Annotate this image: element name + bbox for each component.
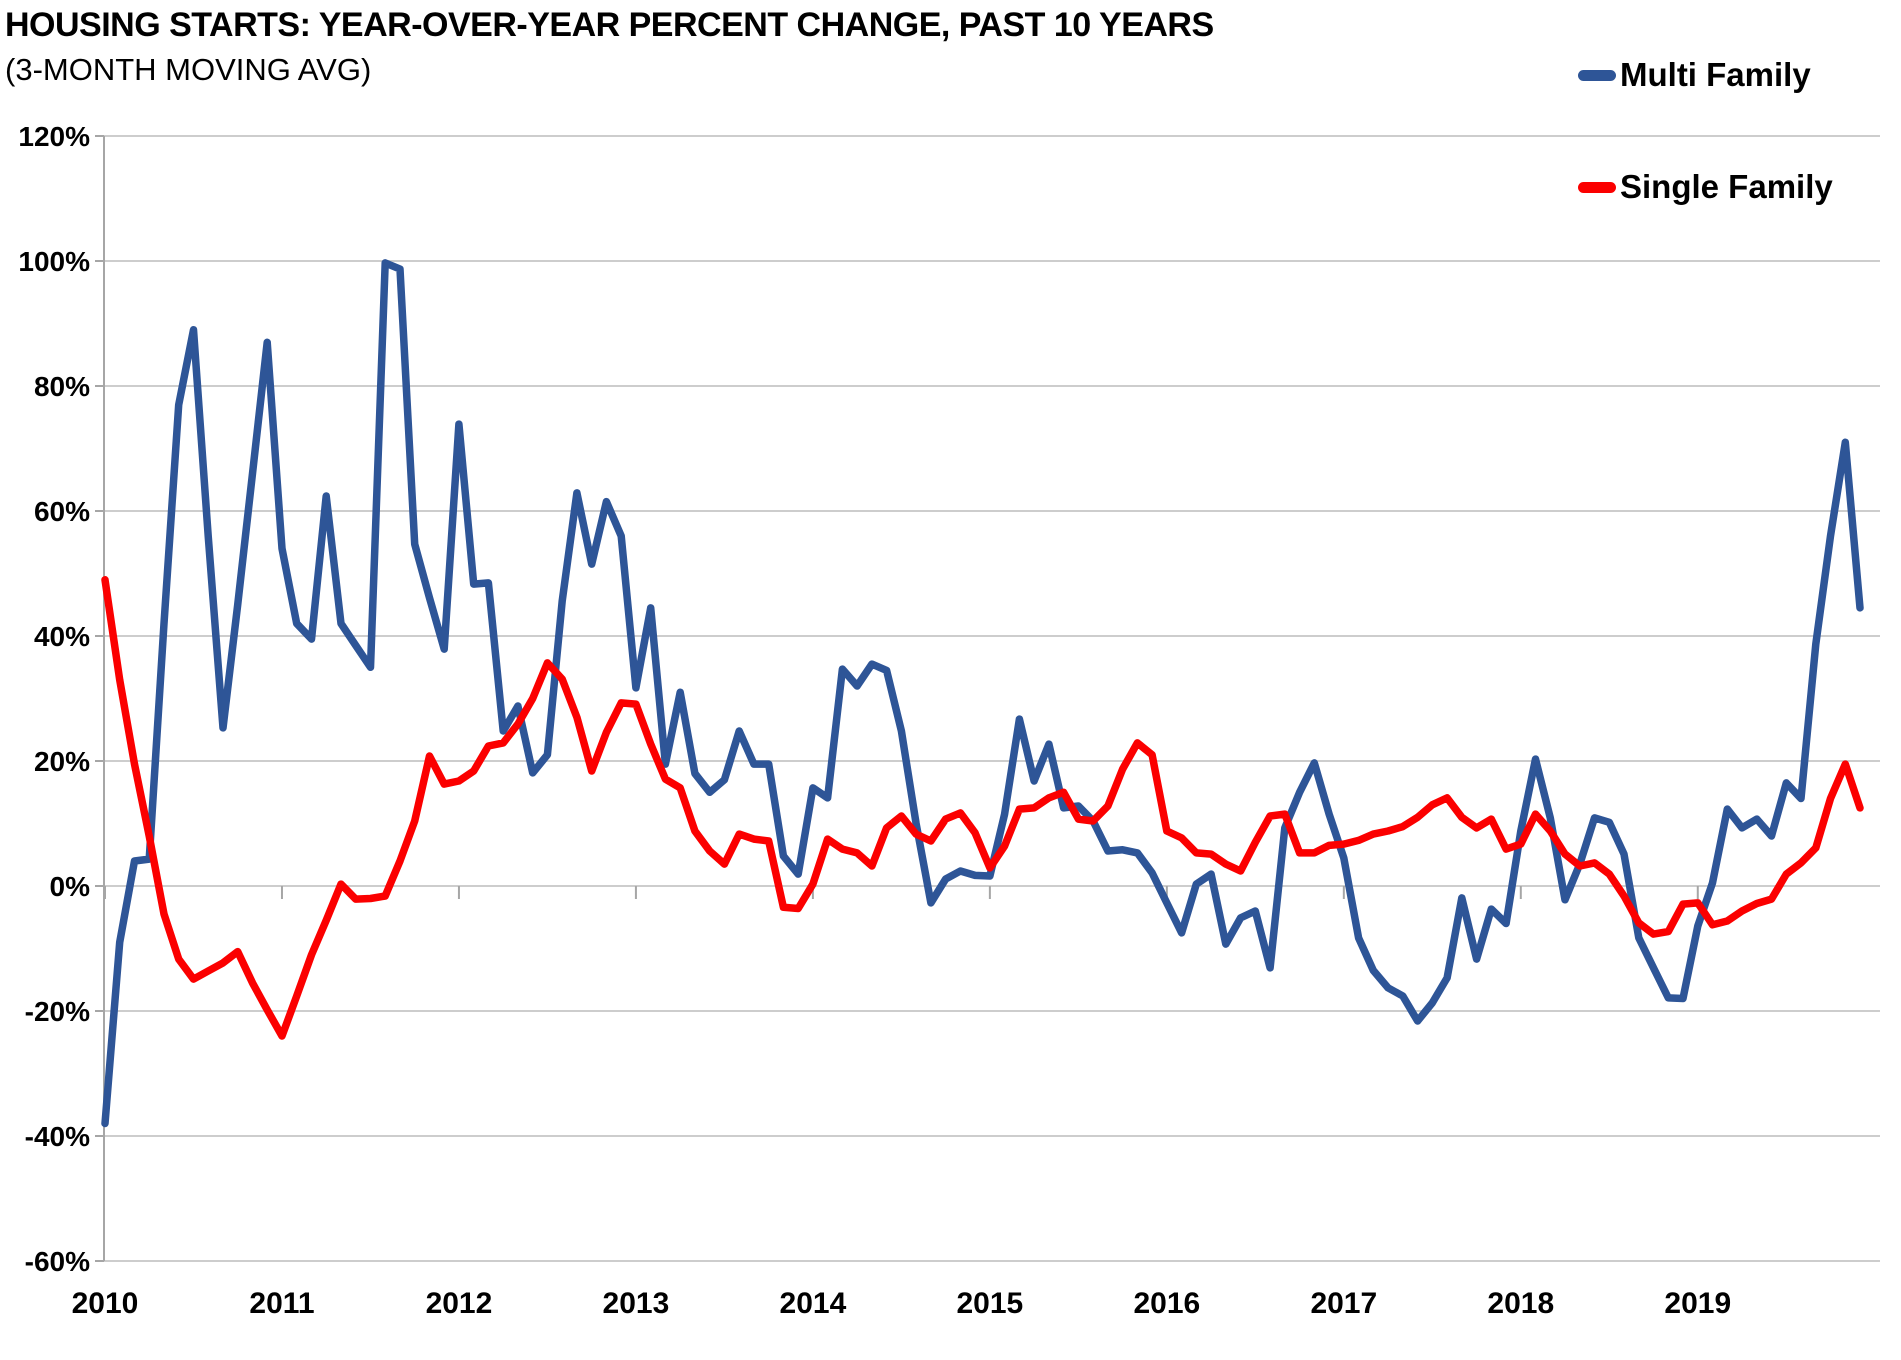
- x-axis-label: 2010: [72, 1287, 139, 1320]
- x-axis-label: 2015: [956, 1287, 1023, 1320]
- single-family-line: [101, 576, 1864, 1040]
- x-axis-label: 2013: [603, 1287, 670, 1320]
- x-axis-label: 2019: [1664, 1287, 1731, 1320]
- x-axis-label: 2011: [249, 1287, 314, 1320]
- multi-family-line: [101, 259, 1864, 1128]
- y-axis-label: 80%: [34, 371, 90, 402]
- chart-title: HOUSING STARTS: YEAR-OVER-YEAR PERCENT C…: [5, 6, 1214, 44]
- x-axis-label: 2017: [1310, 1287, 1377, 1320]
- legend-label-single-family: Single Family: [1620, 168, 1833, 205]
- x-axis-label: 2018: [1487, 1287, 1554, 1320]
- y-axis-label: 40%: [34, 621, 90, 652]
- legend-label-multi-family: Multi Family: [1620, 56, 1811, 93]
- x-axis-label: 2016: [1133, 1287, 1200, 1320]
- y-axis-label: -60%: [25, 1246, 90, 1277]
- y-axis-label: 60%: [34, 496, 90, 527]
- y-axis-label: 120%: [18, 121, 90, 152]
- x-axis-label: 2014: [780, 1287, 847, 1320]
- y-axis-label: 100%: [18, 246, 90, 277]
- legend-item-single-family: Single Family: [1578, 168, 1833, 206]
- single-family-legend-dash-icon: [1578, 181, 1616, 193]
- y-axis-label: 20%: [34, 746, 90, 777]
- multi-family-legend-dash-icon: [1578, 69, 1616, 81]
- x-axis-label: 2012: [426, 1287, 493, 1320]
- y-axis-label: -40%: [25, 1121, 90, 1152]
- y-axis-label: -20%: [25, 996, 90, 1027]
- y-axis-label: 0%: [50, 871, 91, 902]
- chart-subtitle: (3-MONTH MOVING AVG): [5, 52, 372, 87]
- legend-item-multi-family: Multi Family: [1578, 56, 1811, 94]
